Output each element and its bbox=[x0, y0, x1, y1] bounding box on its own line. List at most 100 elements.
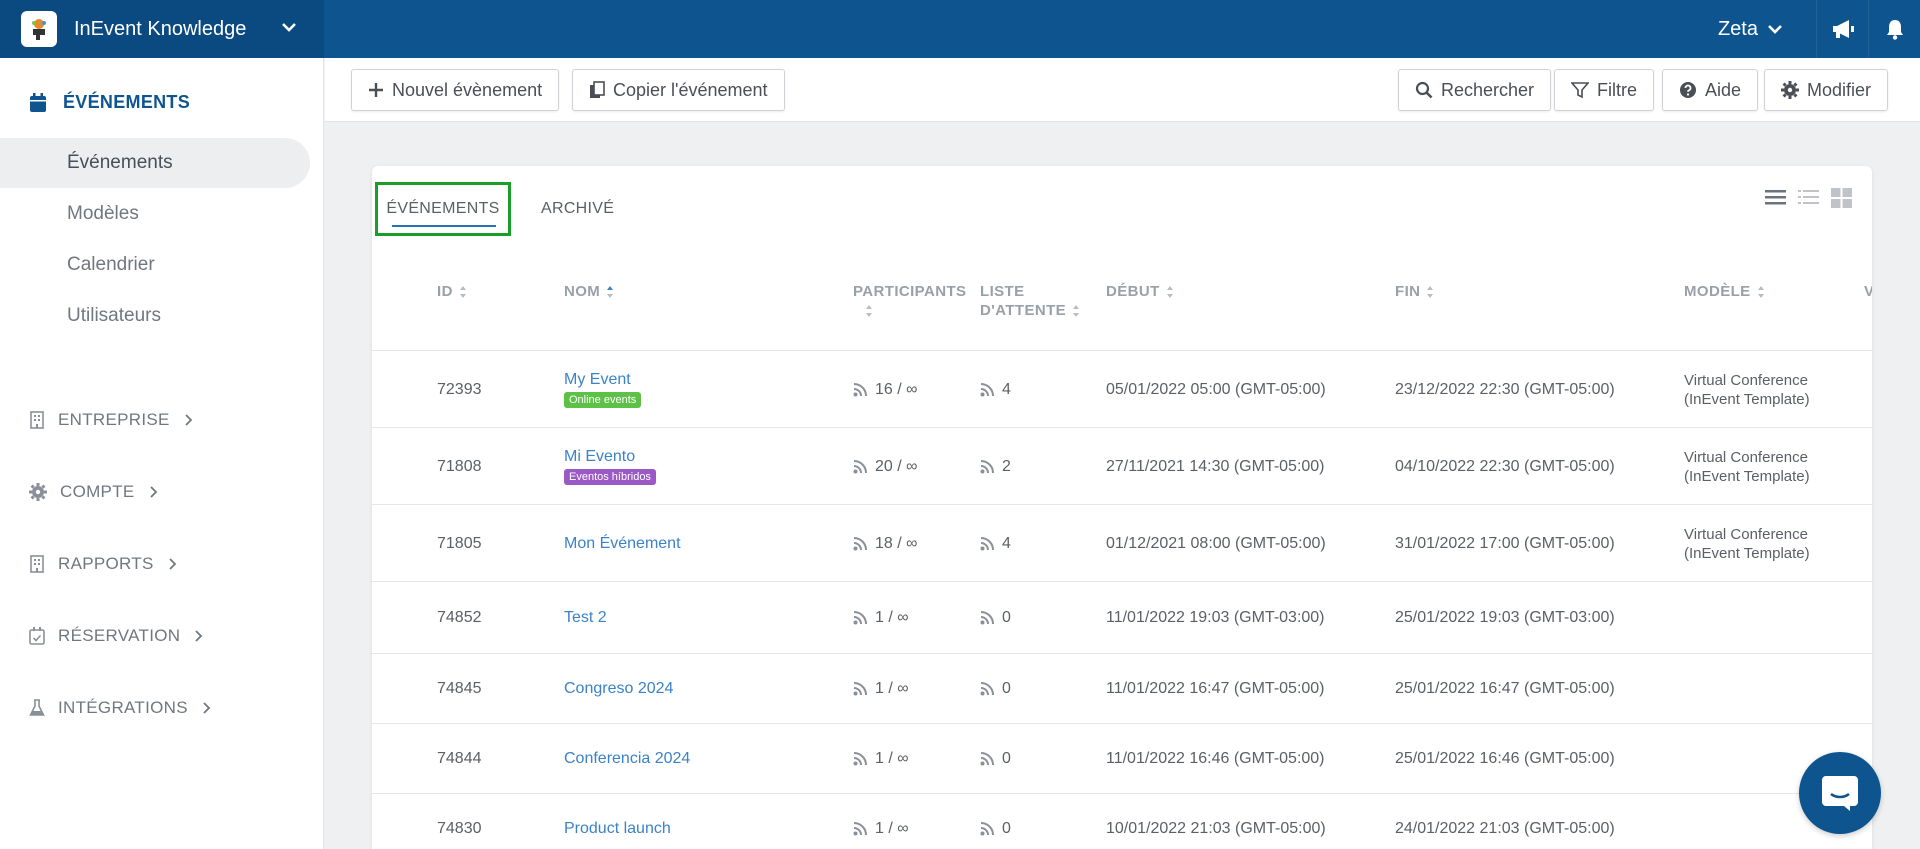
list-view-icon[interactable] bbox=[1765, 188, 1786, 206]
user-menu[interactable]: Zeta bbox=[1718, 18, 1816, 41]
notifications-button[interactable] bbox=[1868, 0, 1920, 58]
sidebar-item-calendar[interactable]: Calendrier bbox=[0, 240, 310, 290]
detailed-list-view-icon[interactable] bbox=[1798, 188, 1819, 206]
participants-value: 1 / ∞ bbox=[875, 680, 909, 697]
waitlist-value: 0 bbox=[1002, 609, 1011, 626]
edit-label: Modifier bbox=[1807, 79, 1872, 100]
megaphone-icon bbox=[1832, 20, 1854, 38]
event-type-badge: Eventos híbridos bbox=[564, 468, 656, 485]
new-event-button[interactable]: Nouvel évènement bbox=[351, 69, 560, 111]
sidebar-item-label: Utilisateurs bbox=[67, 305, 161, 326]
chevron-right-icon bbox=[203, 702, 211, 714]
event-start: 10/01/2022 21:03 (GMT-05:00) bbox=[1106, 820, 1326, 837]
table-row[interactable]: 74830 Product launch 1 / ∞ 0 10/01/2022 21:0… bbox=[372, 794, 1872, 849]
waitlist-value: 4 bbox=[1002, 380, 1011, 398]
table-row[interactable]: 74844 Conferencia 2024 1 / ∞ 0 11/01/2022 16… bbox=[372, 724, 1872, 794]
table-row[interactable]: 74852 Test 2 1 / ∞ 0 11/01/2022 19:03 (GMT-0… bbox=[372, 582, 1872, 654]
participants-count: 1 / ∞ bbox=[853, 750, 909, 768]
app-switcher[interactable]: InEvent Knowledge bbox=[0, 0, 324, 58]
sidebar-group-booking[interactable]: RÉSERVATION bbox=[29, 626, 203, 646]
event-start: 01/12/2021 08:00 (GMT-05:00) bbox=[1106, 534, 1326, 552]
event-id: 71808 bbox=[437, 457, 482, 475]
table-row[interactable]: 71808 Mi Evento Eventos híbridos 20 / ∞ 2 27/… bbox=[372, 428, 1872, 505]
sort-icon bbox=[866, 305, 872, 318]
sidebar-item-label: Calendrier bbox=[67, 254, 155, 275]
sidebar-item-templates[interactable]: Modèles bbox=[0, 189, 310, 239]
tab-archive[interactable]: ARCHIVÉ bbox=[541, 200, 614, 218]
event-name-link[interactable]: Mi Evento bbox=[564, 447, 636, 465]
event-name-link[interactable]: Mon Événement bbox=[564, 534, 681, 552]
sidebar-group-label: ENTREPRISE bbox=[58, 410, 170, 429]
table-row[interactable]: 72393 My Event Online events 16 / ∞ 4 05/01/2… bbox=[372, 351, 1872, 428]
tab-events[interactable]: ÉVÉNEMENTS bbox=[375, 182, 511, 236]
event-id: 71805 bbox=[437, 534, 482, 552]
sidebar-group-company[interactable]: ENTREPRISE bbox=[29, 410, 193, 430]
sidebar-group-account[interactable]: COMPTE bbox=[29, 482, 158, 502]
feed-icon bbox=[853, 682, 867, 696]
copy-event-label: Copier l'événement bbox=[613, 79, 768, 100]
column-header-start[interactable]: DÉBUT bbox=[1106, 282, 1174, 301]
event-start: 27/11/2021 14:30 (GMT-05:00) bbox=[1106, 457, 1325, 475]
feed-icon bbox=[980, 459, 994, 473]
column-header-waitlist[interactable]: LISTE D'ATTENTE bbox=[980, 282, 1080, 320]
event-end: 25/01/2022 16:47 (GMT-05:00) bbox=[1395, 680, 1615, 697]
copy-event-button[interactable]: Copier l'événement bbox=[572, 69, 785, 111]
plus-icon bbox=[369, 83, 383, 97]
event-template: Virtual Conference (InEvent Template) bbox=[1684, 371, 1810, 408]
help-button[interactable]: Aide bbox=[1662, 69, 1759, 111]
sidebar-item-label: Modèles bbox=[67, 203, 139, 224]
chevron-right-icon bbox=[168, 558, 176, 570]
sort-icon bbox=[1073, 305, 1080, 318]
participants-value: 1 / ∞ bbox=[875, 820, 909, 837]
event-name-link[interactable]: Test 2 bbox=[564, 609, 607, 626]
table-row[interactable]: 71805 Mon Événement 18 / ∞ 4 01/12/2021 08:0… bbox=[372, 505, 1872, 582]
toolbar: Nouvel évènement Copier l'événement Rech… bbox=[325, 58, 1920, 122]
flask-icon bbox=[29, 699, 45, 716]
event-name-link[interactable]: Conferencia 2024 bbox=[564, 750, 691, 767]
participants-value: 1 / ∞ bbox=[875, 609, 909, 626]
column-header-end[interactable]: FIN bbox=[1395, 282, 1434, 301]
app-logo bbox=[21, 11, 57, 47]
waitlist-count: 0 bbox=[980, 750, 1011, 768]
sidebar-group-reports[interactable]: RAPPORTS bbox=[29, 554, 177, 574]
participants-value: 20 / ∞ bbox=[875, 457, 918, 475]
waitlist-value: 0 bbox=[1002, 680, 1011, 697]
edit-button[interactable]: Modifier bbox=[1764, 69, 1889, 111]
sidebar-item-label: Événements bbox=[67, 152, 173, 173]
column-header-template[interactable]: MODÈLE bbox=[1684, 282, 1765, 301]
sidebar-item-users[interactable]: Utilisateurs bbox=[0, 291, 310, 341]
event-template: Virtual Conference (InEvent Template) bbox=[1684, 525, 1810, 562]
event-name-link[interactable]: Congreso 2024 bbox=[564, 680, 674, 697]
column-header-participants[interactable]: PARTICIPANTS bbox=[853, 282, 966, 320]
column-header-name[interactable]: NOM bbox=[564, 282, 614, 301]
table-row[interactable]: 74845 Congreso 2024 1 / ∞ 0 11/01/2022 16:47… bbox=[372, 654, 1872, 724]
sidebar-item-events[interactable]: Événements bbox=[0, 138, 310, 188]
waitlist-count: 0 bbox=[980, 609, 1011, 627]
sidebar-group-integrations[interactable]: INTÉGRATIONS bbox=[29, 698, 211, 718]
grid-view-icon[interactable] bbox=[1831, 188, 1852, 208]
event-name-link[interactable]: Product launch bbox=[564, 820, 671, 837]
event-template: Virtual Conference (InEvent Template) bbox=[1684, 448, 1810, 485]
participants-count: 1 / ∞ bbox=[853, 680, 909, 698]
sort-icon bbox=[1757, 286, 1764, 299]
filter-button[interactable]: Filtre bbox=[1554, 69, 1654, 111]
waitlist-count: 0 bbox=[980, 820, 1011, 838]
building-icon bbox=[30, 411, 44, 429]
search-button[interactable]: Rechercher bbox=[1398, 69, 1552, 111]
waitlist-count: 2 bbox=[980, 458, 1011, 476]
event-end: 31/01/2022 17:00 (GMT-05:00) bbox=[1395, 534, 1615, 552]
announcements-button[interactable] bbox=[1816, 0, 1868, 58]
event-start: 11/01/2022 16:47 (GMT-05:00) bbox=[1106, 680, 1325, 697]
chat-launcher-button[interactable] bbox=[1799, 752, 1881, 834]
event-id: 74830 bbox=[437, 820, 482, 837]
chevron-down-icon bbox=[282, 23, 296, 32]
column-header-id[interactable]: ID bbox=[437, 282, 467, 301]
sidebar-group-label: INTÉGRATIONS bbox=[58, 698, 188, 717]
new-event-label: Nouvel évènement bbox=[392, 79, 543, 100]
event-id: 74852 bbox=[437, 609, 482, 626]
sidebar-section-events[interactable]: ÉVÉNEMENTS bbox=[29, 92, 190, 113]
participants-count: 18 / ∞ bbox=[853, 535, 918, 553]
event-end: 24/01/2022 21:03 (GMT-05:00) bbox=[1395, 820, 1615, 837]
feed-icon bbox=[853, 382, 867, 396]
event-name-link[interactable]: My Event bbox=[564, 370, 631, 388]
